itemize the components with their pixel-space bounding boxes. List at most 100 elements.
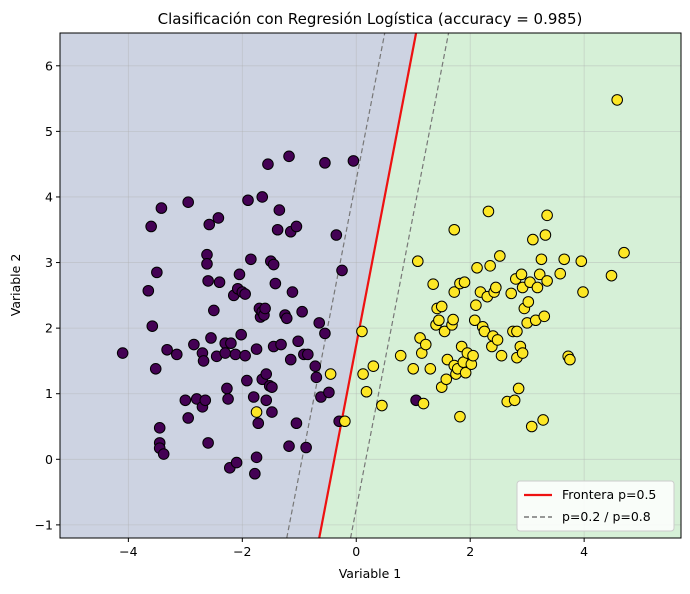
- data-point-class-1: [440, 373, 453, 386]
- data-point-class-0: [149, 362, 162, 375]
- data-point-class-1: [491, 334, 504, 346]
- legend: Frontera p=0.5 p=0.2 / p=0.8: [516, 480, 675, 532]
- data-point-class-1: [484, 260, 496, 272]
- data-point-class-1: [541, 209, 553, 222]
- data-point-class-1: [470, 299, 482, 311]
- data-point-class-1: [505, 287, 518, 300]
- data-point-class-0: [286, 286, 299, 298]
- data-point-class-0: [336, 264, 348, 277]
- x-axis-label: Variable 1: [339, 566, 402, 581]
- data-point-class-0: [347, 155, 360, 167]
- data-point-class-0: [245, 253, 257, 266]
- x-tick-label: 2: [466, 544, 474, 559]
- data-point-class-0: [313, 317, 326, 329]
- data-point-class-1: [531, 281, 544, 294]
- data-point-class-0: [202, 437, 214, 449]
- data-point-class-0: [233, 268, 246, 281]
- y-tick-label: 2: [45, 321, 53, 336]
- data-point-class-0: [161, 343, 173, 356]
- data-point-class-1: [564, 353, 576, 366]
- x-tick-label: 0: [352, 544, 360, 559]
- data-point-class-1: [448, 223, 461, 236]
- data-point-class-0: [188, 338, 200, 351]
- data-point-class-1: [467, 349, 479, 362]
- data-point-class-0: [205, 332, 217, 344]
- data-point-class-0: [283, 440, 295, 452]
- data-point-class-1: [541, 275, 553, 287]
- data-point-class-1: [324, 368, 337, 380]
- data-point-class-0: [219, 347, 232, 359]
- data-point-class-0: [280, 312, 293, 325]
- data-point-class-1: [538, 310, 551, 323]
- data-point-class-0: [182, 196, 194, 209]
- y-tick-label: −1: [35, 517, 53, 532]
- data-point-class-1: [535, 253, 548, 266]
- data-point-class-1: [516, 347, 529, 359]
- data-point-class-1: [539, 229, 552, 241]
- x-tick-label: −2: [233, 544, 251, 559]
- data-point-class-0: [271, 223, 284, 236]
- data-point-class-1: [537, 414, 549, 426]
- data-point-class-0: [250, 451, 263, 464]
- data-point-class-1: [454, 410, 466, 423]
- data-point-class-0: [201, 258, 213, 270]
- data-point-class-1: [424, 362, 437, 375]
- data-point-class-0: [290, 220, 303, 233]
- legend-label-prob: p=0.2 / p=0.8: [562, 509, 651, 524]
- data-point-class-1: [490, 281, 502, 294]
- data-point-class-1: [407, 362, 420, 375]
- data-point-class-0: [247, 391, 260, 403]
- decision-lines: [286, 33, 450, 538]
- y-tick-label: 3: [45, 255, 53, 270]
- data-point-class-1: [605, 269, 618, 282]
- data-point-class-0: [256, 191, 269, 203]
- data-point-class-1: [533, 268, 546, 281]
- data-point-class-0: [275, 338, 287, 351]
- data-point-class-0: [153, 422, 166, 434]
- data-point-class-1: [394, 349, 407, 362]
- data-point-class-0: [266, 406, 278, 418]
- data-point-class-0: [273, 204, 286, 216]
- x-axis-ticks: −4 −2 0 2 4: [119, 538, 588, 559]
- data-point-class-1: [471, 261, 483, 274]
- data-point-class-0: [300, 441, 312, 454]
- data-point-class-0: [284, 353, 297, 366]
- data-point-class-0: [199, 394, 212, 407]
- data-point-class-0: [157, 448, 170, 460]
- data-point-class-1: [459, 366, 472, 379]
- data-point-class-1: [611, 94, 623, 106]
- data-point-class-1: [360, 385, 373, 398]
- data-point-class-1: [482, 205, 495, 218]
- data-points: [116, 94, 630, 480]
- data-point-class-1: [376, 399, 388, 412]
- data-point-class-1: [527, 233, 539, 246]
- data-point-class-0: [309, 360, 322, 372]
- data-point-class-1: [250, 406, 263, 418]
- data-point-class-1: [558, 253, 571, 266]
- data-point-class-1: [357, 368, 369, 380]
- data-point-class-0: [208, 304, 220, 317]
- data-point-class-0: [266, 381, 278, 393]
- data-point-class-1: [367, 360, 380, 372]
- probability-line-p02: [286, 33, 386, 538]
- data-point-class-0: [142, 284, 155, 297]
- data-point-class-1: [522, 296, 535, 308]
- data-point-class-0: [250, 343, 263, 355]
- y-tick-label: 0: [45, 452, 53, 467]
- data-point-class-0: [319, 157, 331, 169]
- chart-title: Clasificación con Regresión Logística (a…: [158, 10, 583, 28]
- data-point-class-1: [417, 397, 430, 410]
- data-point-class-0: [151, 266, 163, 279]
- data-point-class-0: [290, 417, 303, 430]
- data-point-class-0: [116, 347, 129, 359]
- data-point-class-1: [468, 314, 481, 327]
- data-point-class-0: [269, 277, 282, 290]
- data-point-class-1: [447, 313, 459, 326]
- data-point-class-1: [495, 349, 508, 362]
- data-point-class-1: [433, 314, 445, 327]
- data-point-class-1: [411, 255, 424, 268]
- data-point-class-0: [249, 467, 261, 480]
- data-point-class-0: [213, 276, 226, 289]
